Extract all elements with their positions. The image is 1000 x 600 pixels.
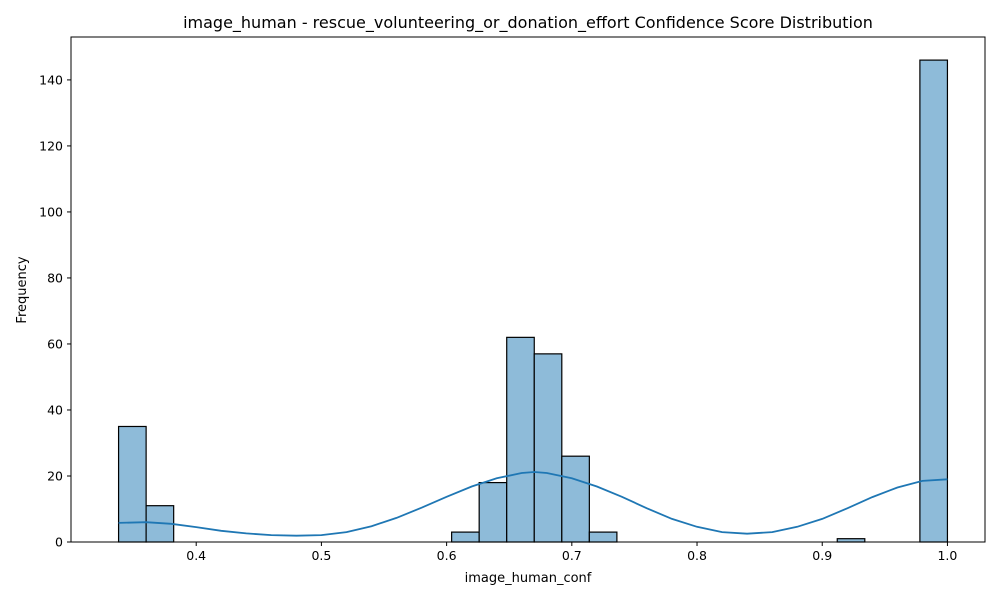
- histogram-bar-9: [919, 59, 949, 543]
- kde-curve: [118, 471, 948, 537]
- y-axis-label: Frequency: [15, 256, 30, 323]
- x-tick-label-5: 0.9: [812, 548, 832, 563]
- histogram-bar-0: [117, 425, 147, 543]
- y-tick-label-3: 60: [47, 336, 63, 351]
- histogram-bar-4: [506, 336, 535, 543]
- x-tick-label-1: 0.5: [311, 548, 331, 563]
- x-tick-label-0: 0.4: [186, 548, 206, 563]
- y-tick-label-1: 20: [47, 468, 63, 483]
- y-tick-label-7: 140: [39, 72, 63, 87]
- x-tick-label-6: 1.0: [937, 548, 957, 563]
- x-tick-label-2: 0.6: [437, 548, 457, 563]
- x-axis-label: image_human_conf: [465, 571, 592, 586]
- y-tick-label-4: 80: [47, 270, 63, 285]
- histogram-bar-2: [451, 531, 480, 543]
- histogram-bars: [117, 59, 949, 543]
- y-tick-label-0: 0: [55, 535, 63, 550]
- x-tick-label-4: 0.8: [687, 548, 707, 563]
- histogram-bar-7: [588, 531, 618, 543]
- chart-title: image_human - rescue_volunteering_or_don…: [183, 13, 873, 33]
- y-tick-label-6: 120: [39, 138, 63, 153]
- y-axis-ticks: 0 20 40 60 80 100 120 140: [39, 72, 71, 550]
- x-tick-label-3: 0.7: [562, 548, 582, 563]
- x-axis-ticks: 0.4 0.5 0.6 0.7 0.8 0.9 1.0: [186, 542, 957, 563]
- histogram-bar-3: [478, 481, 508, 543]
- y-tick-label-5: 100: [39, 204, 63, 219]
- plot-frame: [70, 36, 986, 543]
- histogram-bar-6: [561, 455, 590, 543]
- histogram-bar-5: [533, 353, 563, 543]
- y-tick-label-2: 40: [47, 402, 63, 417]
